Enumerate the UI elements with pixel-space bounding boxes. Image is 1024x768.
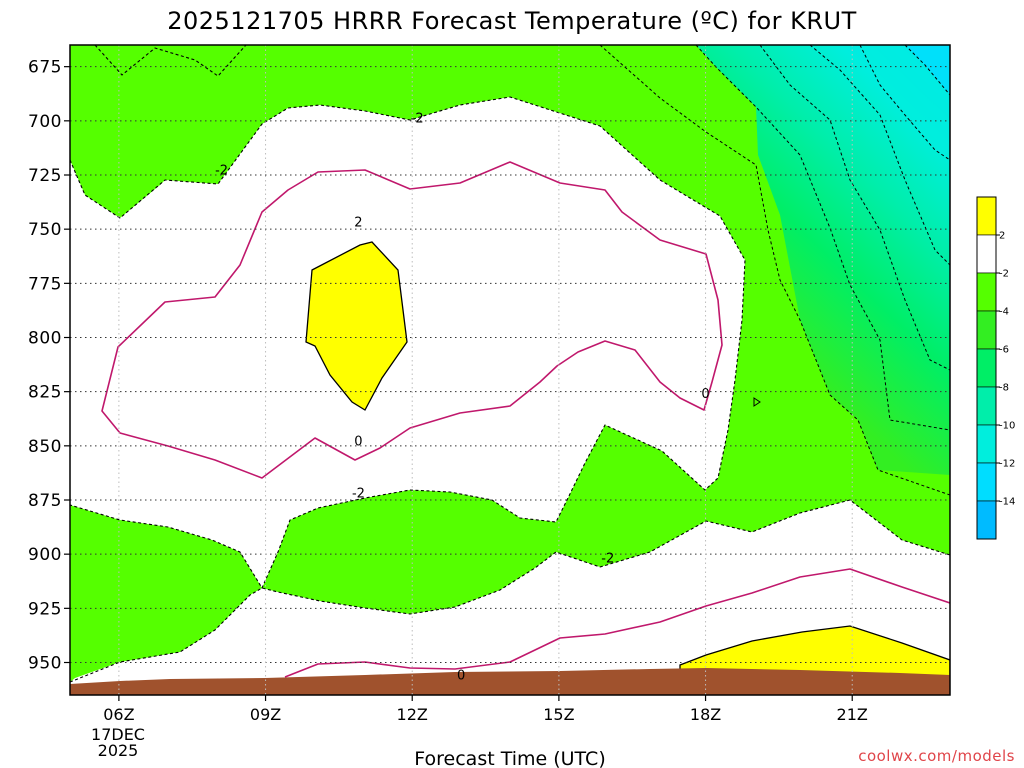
- y-tick-label: 950: [28, 654, 62, 674]
- x-tick-label: 06Z: [103, 705, 134, 724]
- colorbar-swatch: [976, 196, 997, 236]
- contour-label: -2: [215, 164, 228, 179]
- colorbar-swatch: [976, 310, 997, 350]
- y-tick-label: 775: [28, 274, 62, 294]
- x-date-year: 2025: [98, 741, 139, 760]
- y-tick-label: 850: [28, 437, 62, 457]
- y-tick-label: 875: [28, 491, 62, 511]
- contour-labels: -2 -2 2 0 0 -2 -2 0: [215, 112, 710, 684]
- colorbar-swatch: [976, 272, 997, 312]
- plot-frame: [69, 44, 951, 696]
- colorbar-swatch: [976, 386, 997, 426]
- field-yellow-aloft: [305, 241, 408, 411]
- colorbar-label: 2: [999, 231, 1005, 242]
- colorbar-label: -12: [999, 459, 1015, 470]
- minus2-contour-lower: [70, 499, 950, 683]
- y-axis: 675 700 725 750 775 800 825 850 875 900 925 950: [28, 58, 70, 674]
- contour-label: -2: [601, 552, 614, 567]
- colorbar-label: -2: [999, 269, 1009, 280]
- contour-label: -2: [352, 487, 365, 502]
- y-tick-label: 700: [28, 112, 62, 132]
- y-tick-label: 925: [28, 599, 62, 619]
- credit-text: coolwx.com/models: [858, 747, 1015, 765]
- vertical-grid: [118, 45, 853, 695]
- colorbar-swatch: [976, 348, 997, 388]
- y-tick-label: 900: [28, 545, 62, 565]
- field-white-lower: [70, 500, 950, 695]
- colorbar: 2 -2 -4 -6 -8 -10 -12 -14: [976, 196, 1015, 540]
- colorbar-swatch: [976, 462, 997, 502]
- x-axis: 06Z 09Z 12Z 15Z 18Z 21Z: [103, 695, 868, 724]
- x-tick-label: 12Z: [397, 705, 428, 724]
- y-tick-label: 750: [28, 220, 62, 240]
- x-tick-label: 09Z: [250, 705, 281, 724]
- colorbar-swatch: [976, 234, 997, 274]
- small-contour-marker: [753, 397, 761, 407]
- horizontal-grid: [70, 66, 950, 663]
- x-tick-label: 21Z: [837, 705, 868, 724]
- contour-label: 0: [457, 669, 465, 684]
- field-green-top-blob: [95, 45, 246, 76]
- y-tick-label: 725: [28, 166, 62, 186]
- contour-label: -2: [411, 112, 424, 127]
- zero-contour-lower: [284, 568, 950, 678]
- minus14-contour: [904, 45, 950, 96]
- colorbar-label: -14: [999, 497, 1015, 508]
- x-tick-label: 18Z: [690, 705, 721, 724]
- x-tick-label: 15Z: [543, 705, 574, 724]
- colorbar-label: -4: [999, 307, 1009, 318]
- colorbar-swatch: [976, 424, 997, 464]
- chart-title: 2025121705 HRRR Forecast Temperature (ºC…: [167, 7, 857, 35]
- field-white-upper: [70, 97, 745, 588]
- colorbar-swatch: [976, 500, 997, 540]
- minus6-contour: [695, 45, 950, 431]
- minus2-contour-upper: [70, 96, 746, 589]
- x-date-day: 17DEC: [91, 725, 145, 744]
- contour-label: 0: [701, 387, 709, 402]
- y-tick-label: 825: [28, 383, 62, 403]
- y-tick-label: 675: [28, 58, 62, 78]
- terrain-ground: [70, 668, 950, 695]
- minus8-contour: [759, 45, 950, 371]
- x-axis-label: Forecast Time (UTC): [414, 748, 605, 768]
- minus2-contours: [70, 45, 950, 683]
- field-coldest-corner-2: [905, 45, 950, 95]
- field-cold-upper-right: [696, 45, 950, 475]
- field-coldest-corner: [860, 45, 950, 160]
- zero-contours: [101, 161, 950, 678]
- minus10-contour: [809, 45, 950, 266]
- colorbar-label: -10: [999, 421, 1015, 432]
- y-tick-label: 800: [28, 329, 62, 349]
- colorbar-label: -8: [999, 383, 1009, 394]
- minus12-contour: [859, 45, 950, 161]
- colorbar-label: -6: [999, 345, 1009, 356]
- contour-label: 0: [354, 435, 362, 450]
- colorbar-frame: [976, 196, 997, 540]
- minus2-contour-top-blob: [94, 45, 247, 77]
- plot-area: [70, 45, 950, 695]
- zero-contour-upper-loop: [101, 161, 723, 479]
- contour-label: 2: [354, 216, 362, 231]
